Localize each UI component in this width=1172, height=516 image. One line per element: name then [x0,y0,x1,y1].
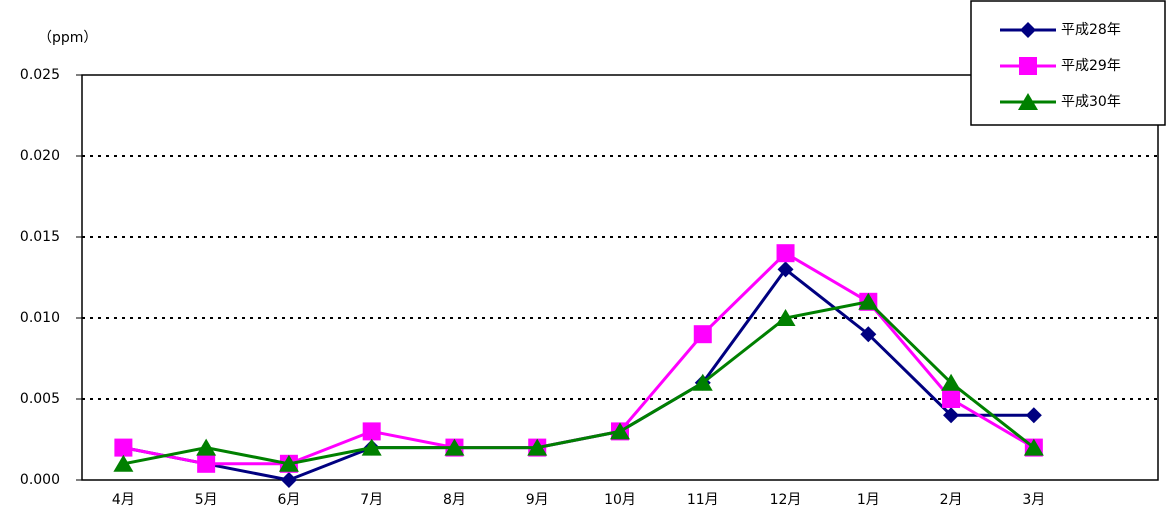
marker [610,422,630,440]
x-tick-label: 1月 [857,492,880,508]
x-tick-label: 7月 [360,492,383,508]
y-tick-label: 0.005 [20,391,60,407]
x-tick-label: 2月 [940,492,963,508]
marker [1019,57,1037,75]
y-tick-label: 0.010 [20,310,60,326]
marker [941,373,962,391]
marker [860,326,877,343]
y-tick-label: 0.020 [20,148,60,164]
marker [114,438,133,457]
x-tick-label: 11月 [687,492,719,508]
marker [196,438,217,456]
x-tick-label: 5月 [195,492,218,508]
marker [693,325,712,344]
marker [1018,93,1038,110]
x-tick-label: 6月 [277,492,300,508]
marker [444,438,465,456]
series-line [123,251,1035,466]
legend-box [970,0,1166,126]
x-tick-label: 9月 [526,492,549,508]
series-line [123,300,1035,466]
marker [361,438,382,456]
marker [777,261,794,278]
y-tick-label: 0.000 [20,472,60,488]
y-axis-unit: （ppm） [38,30,97,46]
x-tick-label: 8月 [443,492,466,508]
x-tick-label: 3月 [1022,492,1045,508]
x-tick-label: 10月 [604,492,636,508]
plot-area [81,74,1159,481]
series-line [123,267,1034,482]
marker [1025,407,1042,424]
y-tick-label: 0.025 [20,67,60,83]
marker [362,422,381,441]
marker [278,454,299,472]
marker [1023,438,1044,456]
marker [197,454,216,473]
marker [858,292,879,310]
legend-label: 平成28年 [1061,22,1121,38]
y-tick-label: 0.015 [20,229,60,245]
legend-label: 平成29年 [1061,58,1121,74]
marker [776,244,795,263]
x-tick-label: 12月 [770,492,802,508]
marker [527,438,548,456]
x-tick-label: 4月 [112,492,135,508]
marker [1020,22,1036,38]
marker [775,309,796,326]
marker [692,373,713,391]
legend-label: 平成30年 [1061,94,1121,110]
marker [943,407,960,424]
marker [113,454,134,472]
marker [942,390,961,408]
marker [280,472,297,488]
